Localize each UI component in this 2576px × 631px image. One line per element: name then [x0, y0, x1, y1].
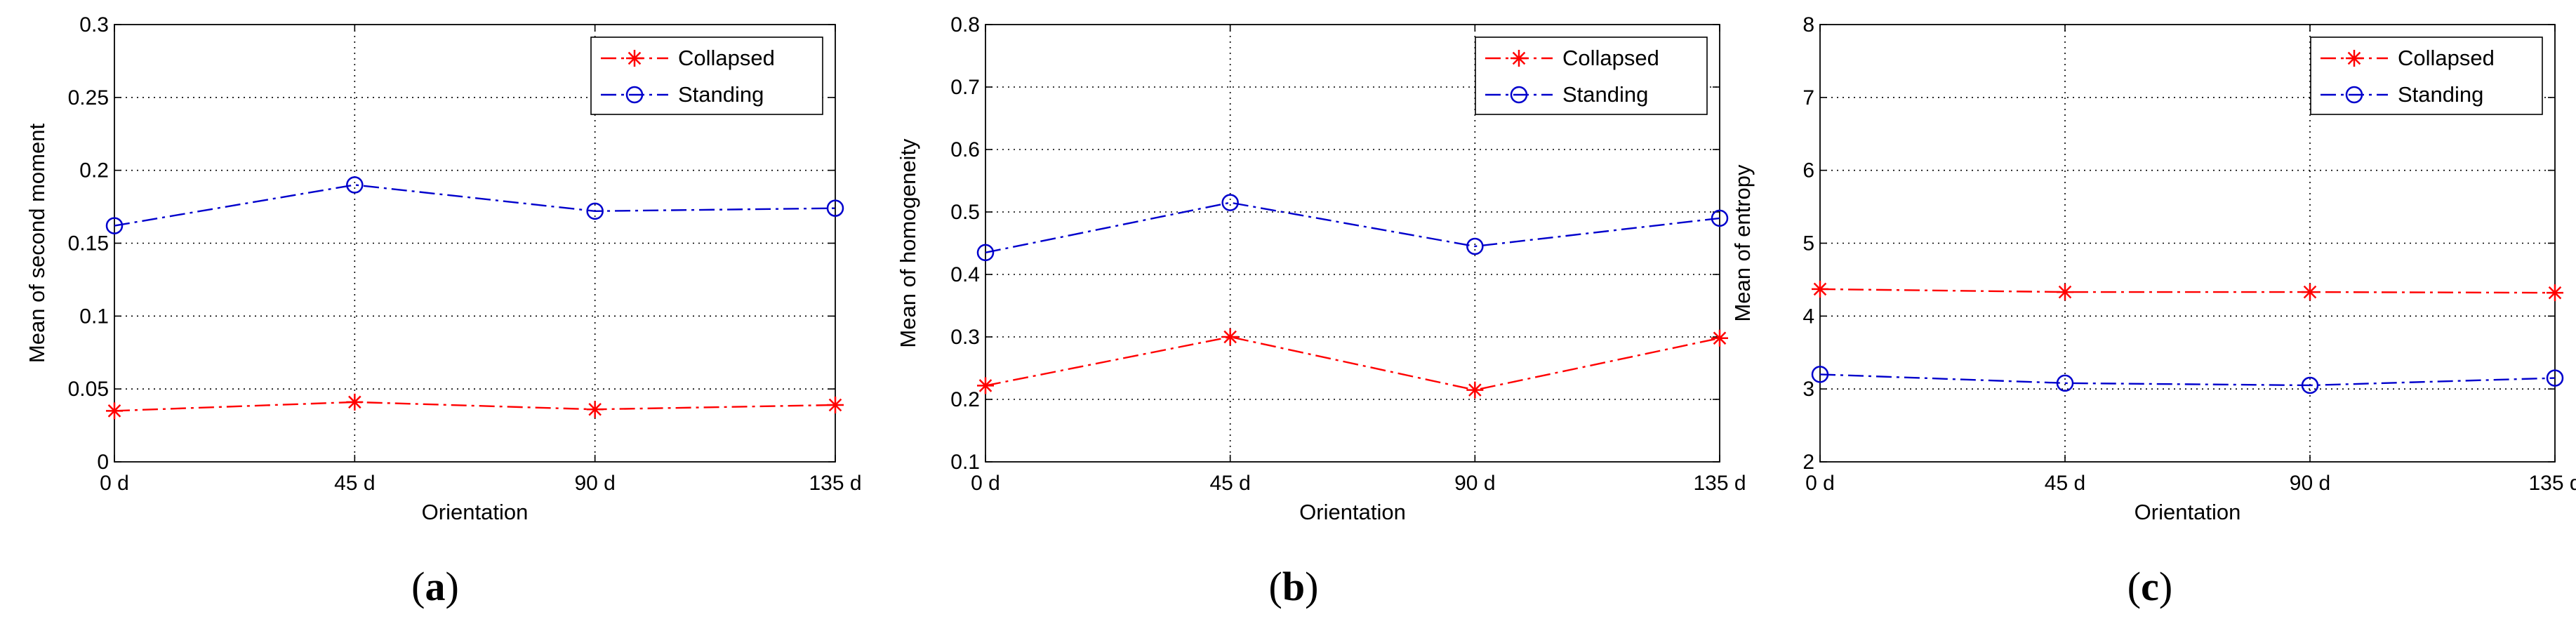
panel-caption-a: (a): [411, 564, 459, 609]
panel-a-legend-standing-label: Standing: [678, 82, 764, 107]
panel-b-y-axis-label: Mean of homogeneity: [896, 138, 920, 348]
panel-c-collapsed-line: [1819, 288, 2556, 294]
panel-b-collapsed-point-3: [1711, 329, 1728, 347]
panel-c-collapsed-point-2: [2302, 284, 2318, 301]
panel-c-ytick-label-3: 5: [1802, 232, 1814, 255]
chart-panel-c: 2 3 4 5 6 7 8 0 d 45 d 90 d 135 d Orientation Mean o…: [1730, 13, 2576, 524]
panel-b-collapsed-line: [985, 336, 1720, 391]
panel-a-y-axis-label: Mean of second moment: [25, 124, 49, 364]
panel-a-ytick-label-5: 0.25: [68, 86, 109, 109]
panel-b-collapsed-point-1: [1221, 328, 1239, 345]
panel-a-standing-point-2: [586, 202, 604, 220]
panel-b-ytick-label-1: 0.2: [950, 388, 980, 411]
panel-b-standing-point-3: [1711, 209, 1729, 227]
panel-a-xtick-label-3: 135 d: [809, 472, 861, 495]
panel-b-ytick-label-4: 0.5: [950, 201, 980, 224]
panel-a-standing-line: [114, 184, 836, 227]
panel-b-ytick-label-2: 0.3: [950, 326, 980, 349]
panel-c-legend-collapsed-marker: [2346, 50, 2363, 67]
panel-a-xtick-label-0: 0 d: [100, 472, 129, 495]
panel-c-xtick-label-3: 135 d: [2528, 472, 2576, 495]
panel-c-standing-point-1: [2056, 374, 2074, 392]
panel-a-collapsed-point-1: [346, 393, 364, 411]
panel-b-collapsed-point-2: [1466, 381, 1484, 399]
panel-b-standing-line: [985, 201, 1720, 254]
panel-b-ytick-label-3: 0.4: [950, 263, 980, 286]
panel-b-legend-collapsed-label: Collapsed: [1562, 46, 1659, 70]
panel-c-collapsed-point-1: [2057, 284, 2073, 301]
panel-b-standing-point-2: [1466, 237, 1484, 255]
panel-a-collapsed-point-0: [106, 402, 123, 420]
panel-c-collapsed-point-3: [2547, 284, 2563, 302]
panel-c-legend-standing-marker: [2345, 86, 2363, 104]
panel-a-legend-collapsed-marker: [626, 50, 643, 67]
panel-c-collapsed-point-0: [1812, 280, 1828, 298]
panel-b-xtick-label-1: 45 d: [1209, 472, 1250, 495]
panel-a-standing-point-0: [105, 217, 124, 234]
panel-a-legend: Collapsed Standing: [590, 36, 823, 115]
panel-a-standing-point-3: [826, 199, 844, 217]
panel-c-ytick-label-0: 2: [1802, 451, 1814, 474]
panel-c-ytick-label-6: 8: [1802, 13, 1814, 36]
panel-a-x-axis-label: Orientation: [422, 500, 529, 524]
panel-a-ytick-label-2: 0.1: [79, 305, 109, 328]
panel-b-legend-standing-label: Standing: [1562, 82, 1648, 107]
panel-a-ytick-label-1: 0.05: [68, 378, 109, 401]
panel-a-collapsed-line: [114, 401, 836, 412]
panel-b-xtick-label-3: 135 d: [1693, 472, 1746, 495]
panel-a-xtick-label-1: 45 d: [334, 472, 375, 495]
panel-a-grid: [114, 25, 835, 462]
panel-caption-c: (c): [2127, 564, 2172, 609]
panel-a-collapsed-point-2: [586, 401, 604, 418]
panel-a-ytick-label-6: 0.3: [79, 13, 109, 36]
panel-a-ytick-label-0: 0: [97, 451, 109, 474]
panel-b-ytick-label-0: 0.1: [950, 451, 980, 474]
panel-b-x-axis-label: Orientation: [1299, 500, 1406, 524]
panel-c-standing-line: [1819, 373, 2556, 387]
panel-c-standing-point-3: [2546, 369, 2564, 387]
panel-a-ytick-label-4: 0.2: [79, 159, 109, 182]
panel-a-standing-point-1: [346, 176, 364, 194]
panel-c-x-axis-label: Orientation: [2135, 500, 2241, 524]
panel-b-ytick-label-7: 0.8: [950, 13, 980, 36]
panel-c-legend-collapsed-label: Collapsed: [2398, 46, 2495, 70]
chart-panel-b: 0.1 0.2 0.3 0.4 0.5 0.6 0.7 0.8 0 d 45 d 90 d 135 d…: [896, 13, 1746, 524]
panel-c-legend: Collapsed Standing: [2310, 36, 2543, 115]
panel-a-xtick-label-2: 90 d: [574, 472, 615, 495]
panel-c-standing-point-2: [2301, 376, 2319, 394]
panel-a-legend-collapsed-label: Collapsed: [678, 46, 775, 70]
panel-b-standing-point-1: [1221, 194, 1239, 211]
panel-c-ytick-label-2: 4: [1802, 305, 1814, 328]
panel-b-axes-frame: [985, 24, 1720, 463]
panel-c-y-axis-label: Mean of entropy: [1730, 164, 1755, 322]
chart-panel-a: 0 0.05 0.1 0.15 0.2 0.25 0.3 0 d 45 d 90 d 135 d Or…: [25, 13, 862, 524]
panel-c-xtick-label-1: 45 d: [2045, 472, 2085, 495]
panel-b-xtick-label-0: 0 d: [971, 472, 1000, 495]
panel-b-xtick-label-2: 90 d: [1454, 472, 1495, 495]
panel-c-legend-standing-label: Standing: [2398, 82, 2483, 107]
panel-a-ytick-label-3: 0.15: [68, 232, 109, 255]
panel-a-collapsed-point-3: [827, 397, 844, 414]
panel-b-legend-standing-marker: [1510, 86, 1528, 104]
panel-a-legend-standing-marker: [625, 86, 644, 104]
panel-c-xtick-label-0: 0 d: [1805, 472, 1835, 495]
panel-b-collapsed-point-0: [977, 377, 994, 394]
panel-c-ytick-label-5: 7: [1802, 86, 1814, 109]
panel-c-xtick-label-2: 90 d: [2290, 472, 2330, 495]
panel-b-legend-collapsed-marker: [1511, 50, 1527, 67]
panel-caption-b: (b): [1269, 564, 1319, 609]
panel-b-ytick-label-6: 0.7: [950, 76, 980, 99]
panel-b-legend: Collapsed Standing: [1475, 36, 1708, 115]
panel-c-ytick-label-1: 3: [1802, 378, 1814, 401]
panel-c-standing-point-0: [1811, 366, 1829, 383]
panel-b-ytick-label-5: 0.6: [950, 138, 980, 161]
panel-c-ytick-label-4: 6: [1802, 159, 1814, 182]
panel-b-standing-point-0: [976, 244, 995, 262]
